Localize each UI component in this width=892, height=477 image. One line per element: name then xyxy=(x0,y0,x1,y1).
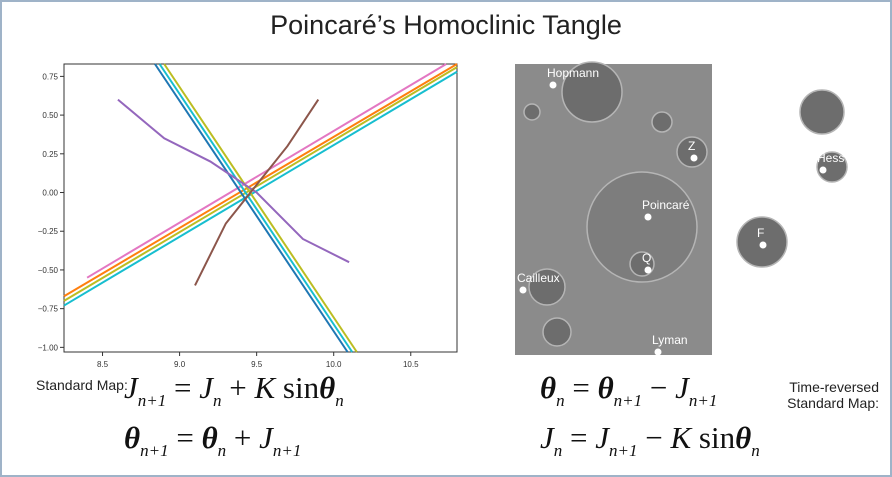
math-symbol: θ xyxy=(735,420,751,455)
math-symbol: J xyxy=(675,370,689,405)
subscript: n xyxy=(556,391,565,410)
equation: Jn+1 = Jn + K sinθn xyxy=(124,370,344,411)
subscript: n xyxy=(218,441,227,460)
subscript: n+1 xyxy=(140,441,168,460)
subscript: n xyxy=(335,391,344,410)
math-symbol: J xyxy=(540,420,554,455)
slide: Poincaré’s Homoclinic Tangle 8.59.09.510… xyxy=(0,0,892,477)
math-symbol: sin xyxy=(691,420,735,455)
math-symbol: θ xyxy=(319,370,335,405)
math-symbol: + xyxy=(226,420,259,455)
crater-label: Lyman xyxy=(652,333,688,347)
label-dot xyxy=(655,349,662,356)
math-symbol: K xyxy=(254,370,275,405)
math-symbol: J xyxy=(595,420,609,455)
crater-label: Abbe xyxy=(822,221,850,235)
subscript: n+1 xyxy=(614,391,642,410)
math-symbol: sin xyxy=(275,370,319,405)
math-symbol: = xyxy=(565,370,598,405)
moon-image: Hopmann Z C Hess Poincaré E F Abbe Q Cailleux Lyma… xyxy=(2,2,890,372)
label-dot xyxy=(520,287,527,294)
math-symbol: J xyxy=(259,420,273,455)
label-dot xyxy=(645,214,652,221)
math-symbol: J xyxy=(199,370,213,405)
math-symbol: = xyxy=(166,370,199,405)
label-dot xyxy=(691,155,698,162)
crater-label: Cailleux xyxy=(517,271,560,285)
math-symbol: − xyxy=(638,420,671,455)
math-symbol: θ xyxy=(202,420,218,455)
equation: θn = θn+1 − Jn+1 xyxy=(540,370,717,411)
math-symbol: = xyxy=(169,420,202,455)
math-symbol: + xyxy=(222,370,255,405)
math-symbol: = xyxy=(562,420,595,455)
math-symbol: − xyxy=(642,370,675,405)
math-symbol: J xyxy=(124,370,138,405)
label-dot xyxy=(747,181,754,188)
subscript: n xyxy=(213,391,222,410)
crater-label: F xyxy=(757,226,764,240)
label-dot xyxy=(825,237,832,244)
subscript: n+1 xyxy=(138,391,166,410)
crater-label: Hess xyxy=(817,151,844,165)
crater-label: C xyxy=(744,165,753,179)
crater-label: Poincaré xyxy=(642,198,690,212)
label-dot xyxy=(785,217,792,224)
crater-label: Q xyxy=(642,251,651,265)
subscript: n+1 xyxy=(273,441,301,460)
label-dot xyxy=(645,267,652,274)
crater-label: E xyxy=(782,201,790,215)
subscript: n xyxy=(751,441,760,460)
right-label: Time-reversed Standard Map: xyxy=(779,379,879,411)
math-symbol: K xyxy=(670,420,691,455)
equation: θn+1 = θn + Jn+1 xyxy=(124,420,301,461)
subscript: n xyxy=(554,441,563,460)
subscript: n+1 xyxy=(609,441,637,460)
label-dot xyxy=(760,242,767,249)
crater-label: Z xyxy=(688,139,695,153)
label-dot xyxy=(820,167,827,174)
equation: Jn = Jn+1 − K sinθn xyxy=(540,420,760,461)
math-symbol: θ xyxy=(124,420,140,455)
math-symbol: θ xyxy=(540,370,556,405)
math-symbol: θ xyxy=(598,370,614,405)
crater-label: Hopmann xyxy=(547,66,599,80)
subscript: n+1 xyxy=(689,391,717,410)
left-label: Standard Map: xyxy=(36,377,128,393)
label-dot xyxy=(550,82,557,89)
